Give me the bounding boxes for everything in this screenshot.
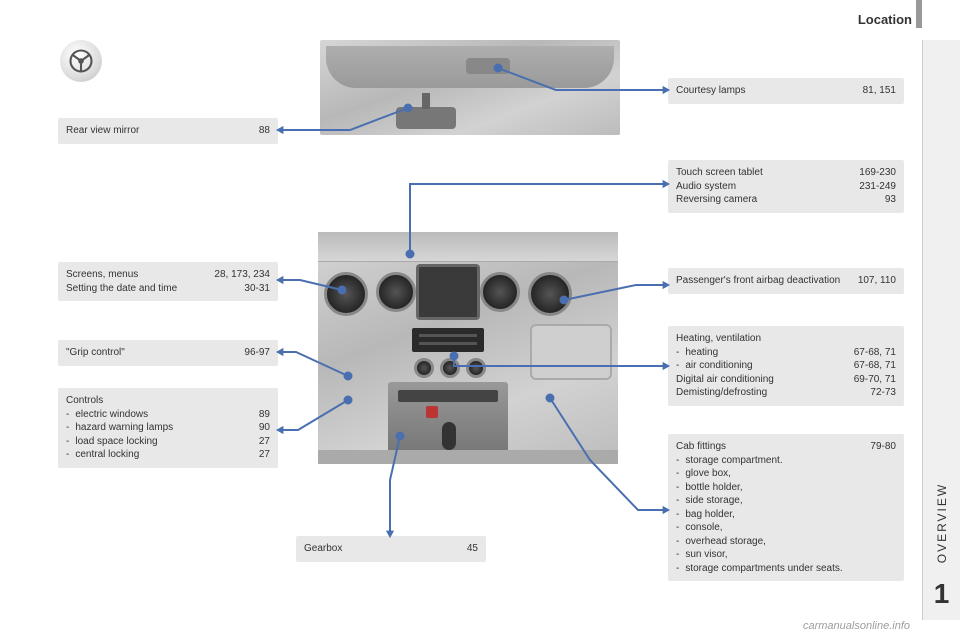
screens-row-1-l: Setting the date and time bbox=[66, 282, 244, 296]
cab-7: sun visor, bbox=[685, 548, 896, 562]
cab-2: bottle holder, bbox=[685, 481, 896, 495]
vent-left bbox=[324, 272, 368, 316]
gearbox-r: 45 bbox=[467, 542, 478, 556]
page-header-title: Location bbox=[858, 12, 912, 27]
touch-row-0-r: 169-230 bbox=[859, 166, 896, 180]
cab-4: bag holder, bbox=[685, 508, 896, 522]
grip-l: "Grip control" bbox=[66, 346, 244, 360]
callout-controls: Controls electric windows89 hazard warni… bbox=[58, 388, 278, 468]
ctrl-1-l: hazard warning lamps bbox=[75, 421, 259, 435]
side-tab-chapter-number: 1 bbox=[923, 578, 960, 610]
ctrl-0-l: electric windows bbox=[75, 408, 259, 422]
touch-row-1-l: Audio system bbox=[676, 180, 859, 194]
steering-wheel-icon bbox=[60, 40, 102, 82]
side-tab-label: OVERVIEW bbox=[935, 483, 949, 563]
callout-cab-fittings: Cab fittings79-80 storage compartment. g… bbox=[668, 434, 904, 581]
photo-dashboard bbox=[318, 232, 618, 464]
vent-center-left bbox=[376, 272, 416, 312]
controls-title: Controls bbox=[66, 394, 270, 408]
gearbox-l: Gearbox bbox=[304, 542, 467, 556]
switch-bank bbox=[398, 390, 498, 402]
cab-3: side storage, bbox=[685, 494, 896, 508]
cab-title-r: 79-80 bbox=[870, 440, 896, 454]
chapter-side-tab: OVERVIEW 1 bbox=[922, 40, 960, 620]
rear-mirror-page: 88 bbox=[259, 124, 270, 138]
airbag-r: 107, 110 bbox=[858, 274, 896, 288]
rear-mirror-label: Rear view mirror bbox=[66, 124, 259, 138]
callout-grip-control: "Grip control"96-97 bbox=[58, 340, 278, 366]
gear-shifter bbox=[442, 422, 456, 450]
cab-1: glove box, bbox=[685, 467, 896, 481]
dash-top bbox=[318, 232, 618, 262]
screens-row-0-l: Screens, menus bbox=[66, 268, 214, 282]
courtesy-lamp-shape bbox=[466, 58, 510, 74]
climate-knob-right bbox=[466, 358, 486, 378]
screens-row-1-r: 30-31 bbox=[244, 282, 270, 296]
cab-floor bbox=[318, 450, 618, 464]
ctrl-2-l: load space locking bbox=[75, 435, 259, 449]
manual-page: Location OVERVIEW 1 bbox=[0, 0, 960, 640]
touch-row-2-l: Reversing camera bbox=[676, 193, 885, 207]
cab-title-l: Cab fittings bbox=[676, 440, 870, 454]
callout-screens-menus: Screens, menus28, 173, 234 Setting the d… bbox=[58, 262, 278, 301]
climate-knob-left bbox=[414, 358, 434, 378]
callout-courtesy-lamps: Courtesy lamps81, 151 bbox=[668, 78, 904, 104]
ctrl-2-r: 27 bbox=[259, 435, 270, 449]
vent-center-right bbox=[480, 272, 520, 312]
heat-3-r: 72-73 bbox=[870, 386, 896, 400]
heat-0-r: 67-68, 71 bbox=[854, 346, 896, 360]
touch-row-0-l: Touch screen tablet bbox=[676, 166, 859, 180]
mirror-stalk bbox=[422, 93, 430, 109]
center-touchscreen bbox=[416, 264, 480, 320]
callout-heating: Heating, ventilation heating67-68, 71 ai… bbox=[668, 326, 904, 406]
heat-1-l: air conditioning bbox=[685, 359, 853, 373]
cab-0: storage compartment. bbox=[685, 454, 896, 468]
screens-row-0-r: 28, 173, 234 bbox=[214, 268, 270, 282]
callout-touchscreen: Touch screen tablet169-230 Audio system2… bbox=[668, 160, 904, 213]
touch-row-1-r: 231-249 bbox=[859, 180, 896, 194]
photo-overhead bbox=[320, 40, 620, 135]
heat-1-r: 67-68, 71 bbox=[854, 359, 896, 373]
ctrl-3-r: 27 bbox=[259, 448, 270, 462]
courtesy-page: 81, 151 bbox=[863, 84, 896, 98]
heating-title: Heating, ventilation bbox=[676, 332, 896, 346]
header-accent bbox=[916, 0, 922, 28]
cab-6: overhead storage, bbox=[685, 535, 896, 549]
callout-passenger-airbag: Passenger's front airbag deactivation107… bbox=[668, 268, 904, 294]
glove-box bbox=[530, 324, 612, 380]
vent-right bbox=[528, 272, 572, 316]
cab-list: storage compartment. glove box, bottle h… bbox=[676, 454, 896, 576]
radio-unit bbox=[412, 328, 484, 352]
heat-0-l: heating bbox=[685, 346, 853, 360]
callout-rear-mirror: Rear view mirror88 bbox=[58, 118, 278, 144]
grip-r: 96-97 bbox=[244, 346, 270, 360]
callout-gearbox: Gearbox45 bbox=[296, 536, 486, 562]
steering-wheel-svg bbox=[67, 47, 95, 75]
airbag-l: Passenger's front airbag deactivation bbox=[676, 274, 858, 288]
watermark: carmanualsonline.info bbox=[803, 620, 910, 632]
climate-knob-center bbox=[440, 358, 460, 378]
cab-8: storage compartments under seats. bbox=[685, 562, 896, 576]
heat-2-l: Digital air conditioning bbox=[676, 373, 854, 387]
touch-row-2-r: 93 bbox=[885, 193, 896, 207]
ctrl-1-r: 90 bbox=[259, 421, 270, 435]
ctrl-0-r: 89 bbox=[259, 408, 270, 422]
ctrl-3-l: central locking bbox=[75, 448, 259, 462]
cab-5: console, bbox=[685, 521, 896, 535]
courtesy-label: Courtesy lamps bbox=[676, 84, 863, 98]
heat-3-l: Demisting/defrosting bbox=[676, 386, 870, 400]
heat-2-r: 69-70, 71 bbox=[854, 373, 896, 387]
hazard-button bbox=[426, 406, 438, 418]
mirror-shape bbox=[396, 107, 456, 129]
